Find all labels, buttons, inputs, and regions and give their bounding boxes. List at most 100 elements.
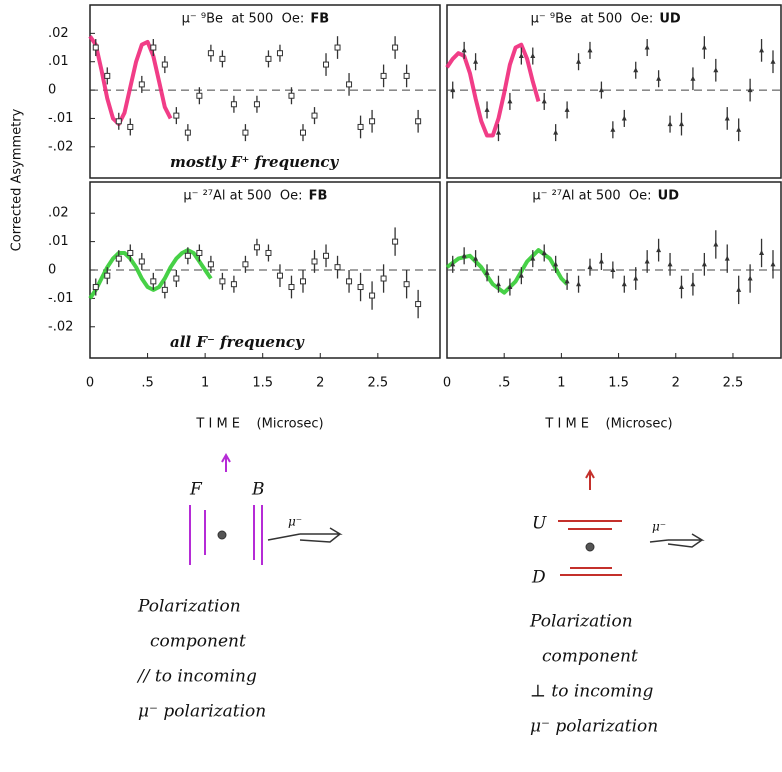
chart-title: μ⁻ ⁹Be at 500 Oe:: [531, 12, 658, 27]
target: [585, 542, 595, 552]
y-tick-label: -.02: [48, 319, 73, 334]
data-point: [644, 44, 650, 50]
data-point: [161, 61, 168, 68]
data-point: [690, 281, 696, 287]
fit-curve: [445, 42, 541, 138]
data-point: [380, 72, 387, 79]
data-point: [598, 258, 604, 264]
data-point: [450, 261, 456, 267]
data-point: [115, 118, 122, 125]
x-tick-label: 1.5: [252, 376, 273, 391]
data-point: [138, 258, 145, 265]
data-point: [253, 101, 260, 108]
caption-line: component: [542, 647, 638, 667]
x-axis-label: T I M E (Microsec): [544, 417, 672, 432]
plot-frame: [446, 4, 782, 179]
data-point: [667, 121, 673, 127]
chart-title: μ⁻ ²⁷Al at 500 Oe:: [532, 189, 655, 204]
data-point: [207, 261, 214, 268]
data-point: [564, 106, 570, 112]
diagram-label: μ⁻: [288, 515, 302, 529]
data-point: [713, 241, 719, 247]
y-tick-label: -.01: [48, 291, 73, 306]
data-point: [127, 249, 134, 256]
data-point: [724, 115, 730, 121]
caption-line: component: [150, 632, 246, 652]
data-point: [587, 47, 593, 53]
data-point: [184, 252, 191, 259]
data-point: [507, 284, 513, 290]
data-point: [173, 112, 180, 119]
data-point: [196, 249, 203, 256]
data-point: [369, 292, 376, 299]
caption-line: ⊥ to incoming: [530, 682, 654, 702]
diagram-label: μ⁻: [652, 520, 666, 534]
data-point: [759, 47, 765, 53]
data-point: [656, 247, 662, 253]
chart-tag: FB: [309, 189, 328, 204]
data-point: [403, 281, 410, 288]
data-point: [495, 129, 501, 135]
caption-line: // to incoming: [136, 667, 257, 687]
y-tick-label: .02: [48, 206, 69, 221]
data-point: [678, 284, 684, 290]
beam-arrow: [649, 533, 705, 548]
data-point: [311, 258, 318, 265]
data-point: [747, 87, 753, 93]
y-tick-label: -.01: [48, 111, 73, 126]
data-point: [678, 121, 684, 127]
data-point: [701, 44, 707, 50]
data-point: [346, 81, 353, 88]
data-point: [736, 286, 742, 292]
data-point: [598, 87, 604, 93]
data-point: [541, 98, 547, 104]
data-point: [610, 267, 616, 272]
data-point: [587, 264, 593, 270]
data-point: [334, 264, 341, 271]
data-point: [576, 281, 582, 287]
data-point: [299, 129, 306, 136]
data-point: [242, 129, 249, 136]
data-point: [150, 278, 157, 285]
data-point: [369, 118, 376, 125]
data-point: [553, 261, 559, 267]
chart-tag: FB: [310, 12, 329, 27]
data-point: [518, 53, 524, 59]
data-point: [701, 261, 707, 267]
data-point: [495, 281, 501, 287]
data-point: [747, 275, 753, 281]
y-tick-label: 0: [48, 83, 56, 98]
x-tick-label: 1: [201, 376, 209, 391]
data-point: [357, 123, 364, 130]
data-point: [346, 278, 353, 285]
data-point: [564, 278, 570, 284]
data-point: [288, 284, 295, 291]
chart-tag: UD: [658, 189, 680, 204]
diagram-label: B: [251, 480, 265, 500]
data-point: [219, 278, 226, 285]
data-point: [473, 58, 479, 64]
data-point: [621, 115, 627, 121]
data-point: [265, 55, 272, 62]
x-tick-label: 2.5: [367, 376, 388, 391]
data-point: [253, 244, 260, 251]
chart-title: μ⁻ ²⁷Al at 500 Oe:: [183, 189, 306, 204]
data-point: [770, 58, 776, 64]
x-tick-label: 1.5: [608, 376, 629, 391]
caption-line: μ⁻ polarization: [138, 702, 266, 722]
data-point: [473, 255, 479, 261]
data-point: [656, 75, 662, 81]
data-point: [334, 44, 341, 51]
diagram-label: U: [532, 514, 547, 534]
x-tick-label: .5: [498, 376, 510, 391]
x-tick-label: 2.5: [723, 376, 744, 391]
fb-diagram: [189, 452, 343, 565]
data-point: [104, 72, 111, 79]
data-point: [724, 255, 730, 261]
y-tick-label: .01: [48, 54, 69, 69]
data-point: [621, 281, 627, 287]
target: [217, 530, 227, 540]
caption-line: μ⁻ polarization: [530, 717, 658, 737]
